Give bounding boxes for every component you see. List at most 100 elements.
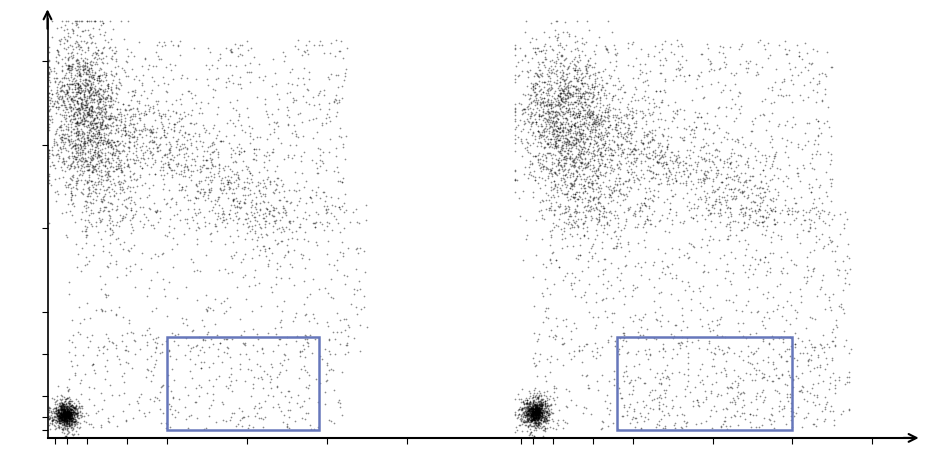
- Point: [78, 49, 93, 56]
- Point: [72, 110, 87, 118]
- Point: [97, 137, 112, 145]
- Point: [83, 120, 98, 128]
- Point: [127, 88, 142, 96]
- Point: [248, 206, 263, 213]
- Point: [127, 125, 142, 133]
- Point: [98, 28, 113, 36]
- Point: [168, 200, 183, 208]
- Point: [520, 399, 535, 407]
- Point: [320, 222, 335, 230]
- Point: [569, 142, 584, 150]
- Point: [681, 198, 696, 206]
- Point: [135, 248, 150, 256]
- Point: [548, 112, 563, 120]
- Point: [683, 169, 698, 177]
- Point: [295, 214, 311, 222]
- Point: [261, 329, 276, 337]
- Point: [67, 141, 83, 149]
- Point: [584, 242, 599, 249]
- Point: [516, 417, 531, 425]
- Point: [789, 41, 805, 49]
- Point: [132, 143, 147, 150]
- Point: [748, 216, 763, 224]
- Point: [591, 207, 606, 214]
- Point: [238, 209, 254, 217]
- Point: [534, 408, 549, 416]
- Point: [44, 98, 59, 105]
- Point: [553, 124, 568, 132]
- Point: [567, 83, 582, 90]
- Point: [525, 394, 541, 401]
- Point: [259, 135, 275, 143]
- Point: [49, 98, 65, 106]
- Point: [229, 248, 244, 256]
- Point: [576, 89, 591, 97]
- Point: [274, 316, 289, 324]
- Point: [201, 188, 217, 196]
- Point: [75, 100, 90, 108]
- Point: [531, 412, 546, 420]
- Point: [64, 52, 79, 60]
- Point: [780, 117, 795, 125]
- Point: [68, 416, 84, 424]
- Point: [92, 138, 107, 146]
- Point: [563, 281, 579, 288]
- Point: [123, 183, 138, 191]
- Point: [548, 256, 563, 264]
- Point: [127, 169, 142, 177]
- Point: [102, 418, 117, 426]
- Point: [54, 83, 69, 90]
- Point: [84, 17, 99, 25]
- Point: [68, 402, 84, 409]
- Point: [55, 399, 70, 407]
- Point: [730, 171, 745, 179]
- Point: [543, 166, 559, 174]
- Point: [558, 124, 573, 132]
- Point: [49, 417, 65, 425]
- Point: [645, 151, 660, 159]
- Point: [94, 58, 109, 65]
- Point: [544, 144, 560, 151]
- Point: [800, 356, 815, 364]
- Point: [734, 40, 750, 48]
- Point: [258, 252, 274, 260]
- Point: [207, 296, 222, 303]
- Point: [317, 388, 332, 396]
- Point: [101, 148, 116, 156]
- Point: [712, 206, 728, 214]
- Point: [636, 139, 651, 147]
- Point: [56, 417, 71, 425]
- Point: [186, 267, 201, 274]
- Point: [116, 163, 131, 170]
- Point: [156, 195, 171, 203]
- Point: [785, 210, 800, 218]
- Point: [570, 135, 585, 143]
- Point: [631, 239, 646, 247]
- Point: [60, 402, 75, 409]
- Point: [70, 410, 86, 417]
- Point: [713, 422, 729, 430]
- Point: [222, 232, 238, 240]
- Point: [58, 406, 73, 414]
- Point: [550, 223, 565, 230]
- Point: [542, 411, 557, 418]
- Point: [127, 337, 142, 344]
- Point: [187, 398, 202, 406]
- Point: [528, 409, 543, 416]
- Point: [212, 193, 227, 200]
- Point: [51, 79, 66, 86]
- Point: [712, 183, 727, 190]
- Point: [702, 58, 717, 65]
- Point: [543, 108, 559, 115]
- Point: [693, 288, 708, 295]
- Point: [52, 414, 67, 421]
- Point: [763, 139, 778, 146]
- Point: [768, 208, 783, 215]
- Point: [678, 126, 694, 133]
- Point: [242, 139, 257, 147]
- Point: [52, 419, 67, 427]
- Point: [527, 418, 542, 426]
- Point: [280, 406, 295, 414]
- Point: [77, 65, 92, 73]
- Point: [555, 88, 570, 95]
